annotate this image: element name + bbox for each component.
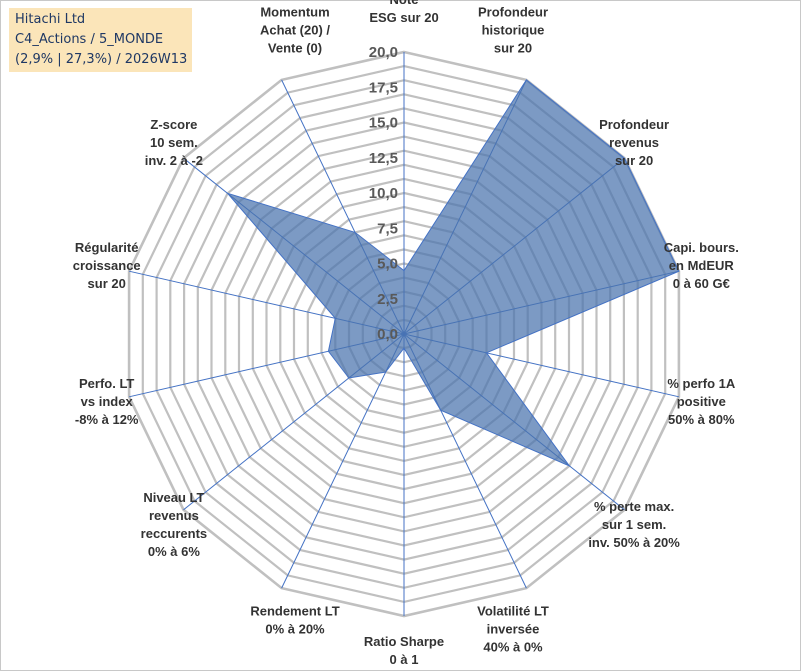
axis-label-6: Volatilité LT inversée 40% à 0% — [477, 604, 549, 655]
data-point-9 — [347, 377, 350, 380]
axis-label-4-line-1: positive — [677, 394, 726, 409]
axis-label-5-line-1: sur 1 sem. — [602, 517, 666, 532]
axis-label-11: Régularité croissance sur 20 — [73, 240, 141, 291]
tick-label-4: 10,0 — [369, 185, 398, 202]
data-point-4 — [485, 351, 488, 354]
data-point-6 — [439, 409, 442, 412]
axis-label-9-line-3: 0% à 6% — [148, 544, 200, 559]
axis-label-10-line-2: -8% à 12% — [75, 412, 139, 427]
title-category: C4_Actions / 5_MONDE — [15, 32, 164, 47]
axis-label-0-line-0: Note — [390, 0, 419, 7]
tick-label-2: 5,0 — [377, 256, 398, 273]
tick-label-5: 12,5 — [369, 150, 398, 167]
axis-label-2-line-2: sur 20 — [615, 153, 653, 168]
axis-label-9-line-2: reccurents — [141, 526, 207, 541]
axis-label-7-line-1: 0 à 1 — [390, 652, 419, 667]
axis-label-8: Rendement LT 0% à 20% — [250, 604, 339, 637]
axis-label-8-line-1: 0% à 20% — [265, 622, 325, 637]
data-point-12 — [226, 192, 229, 195]
tick-label-8: 20,0 — [369, 44, 398, 61]
spoke-8 — [281, 333, 405, 589]
tick-label-6: 15,0 — [369, 115, 398, 132]
axis-label-3-line-2: 0 à 60 G€ — [673, 276, 730, 291]
title-stats: (2,9% | 27,3%) / 2026W13 — [15, 52, 188, 67]
axis-label-2: Profondeur revenus sur 20 — [599, 117, 669, 168]
axis-label-5-line-2: inv. 50% à 20% — [588, 535, 680, 550]
axis-label-9-line-0: Niveau LT — [143, 490, 204, 505]
axis-label-8-line-0: Rendement LT — [250, 604, 339, 619]
axis-label-9: Niveau LT revenus reccurents 0% à 6% — [141, 490, 207, 559]
axis-label-13: Momentum Achat (20) / Vente (0) — [260, 4, 330, 55]
axis-label-0-line-1: ESG sur 20 — [369, 10, 438, 25]
data-point-0 — [403, 269, 406, 272]
title-company: Hitachi Ltd — [15, 12, 86, 27]
axis-label-10-line-0: Perfo. LT — [79, 376, 134, 391]
axis-label-6-line-2: 40% à 0% — [483, 640, 543, 655]
axis-label-4-line-0: % perfo 1A — [667, 376, 736, 391]
axis-label-10-line-1: vs index — [81, 394, 134, 409]
data-point-1 — [525, 78, 528, 81]
axis-label-5: % perte max. sur 1 sem. inv. 50% à 20% — [588, 499, 680, 550]
axis-label-12-line-1: 10 sem. — [150, 135, 198, 150]
axis-label-7: Ratio Sharpe 0 à 1 — [364, 634, 444, 667]
axis-label-7-line-0: Ratio Sharpe — [364, 634, 444, 649]
axis-label-13-line-1: Achat (20) / — [260, 22, 330, 37]
axis-label-0: Note ESG sur 20 — [369, 0, 438, 25]
axis-label-1-line-0: Profondeur — [478, 4, 548, 19]
axis-label-13-line-0: Momentum — [260, 4, 329, 19]
data-point-10 — [327, 350, 330, 353]
axis-label-3: Capi. bours. en MdEUR 0 à 60 G€ — [664, 240, 739, 291]
axis-label-10: Perfo. LT vs index -8% à 12% — [75, 376, 139, 427]
axis-label-3-line-0: Capi. bours. — [664, 240, 739, 255]
axis-label-2-line-1: revenus — [609, 135, 659, 150]
axis-label-13-line-2: Vente (0) — [268, 40, 322, 55]
tick-label-3: 7,5 — [377, 220, 398, 237]
axis-label-1: Profondeur historique sur 20 — [478, 4, 548, 55]
axis-label-6-line-1: inversée — [487, 622, 540, 637]
axis-label-3-line-1: en MdEUR — [669, 258, 735, 273]
data-point-5 — [568, 464, 571, 467]
data-point-7 — [403, 347, 406, 350]
axis-label-4-line-2: 50% à 80% — [668, 412, 735, 427]
chart-title-box: Hitachi Ltd C4_Actions / 5_MONDE (2,9% |… — [9, 8, 192, 72]
tick-label-7: 17,5 — [369, 79, 398, 96]
axis-label-5-line-0: % perte max. — [594, 499, 674, 514]
axis-label-1-line-2: sur 20 — [494, 40, 532, 55]
axis-label-9-line-1: revenus — [149, 508, 199, 523]
axis-label-11-line-0: Régularité — [75, 240, 139, 255]
data-area — [226, 79, 680, 468]
axis-label-11-line-1: croissance — [73, 258, 141, 273]
axis-label-4: % perfo 1A positive 50% à 80% — [667, 376, 736, 427]
axis-label-6-line-0: Volatilité LT — [477, 604, 549, 619]
axis-label-12-line-2: inv. 2 à -2 — [145, 153, 203, 168]
axis-label-2-line-0: Profondeur — [599, 117, 669, 132]
data-point-8 — [384, 371, 387, 374]
axis-label-11-line-2: sur 20 — [88, 276, 126, 291]
axis-label-12-line-0: Z-score — [150, 117, 197, 132]
data-point-11 — [334, 317, 337, 320]
axis-label-12: Z-score 10 sem. inv. 2 à -2 — [145, 117, 203, 168]
tick-label-1: 2,5 — [377, 291, 398, 308]
tick-label-0: 0,0 — [377, 326, 398, 343]
data-point-13 — [354, 231, 357, 234]
axis-label-1-line-1: historique — [482, 22, 545, 37]
